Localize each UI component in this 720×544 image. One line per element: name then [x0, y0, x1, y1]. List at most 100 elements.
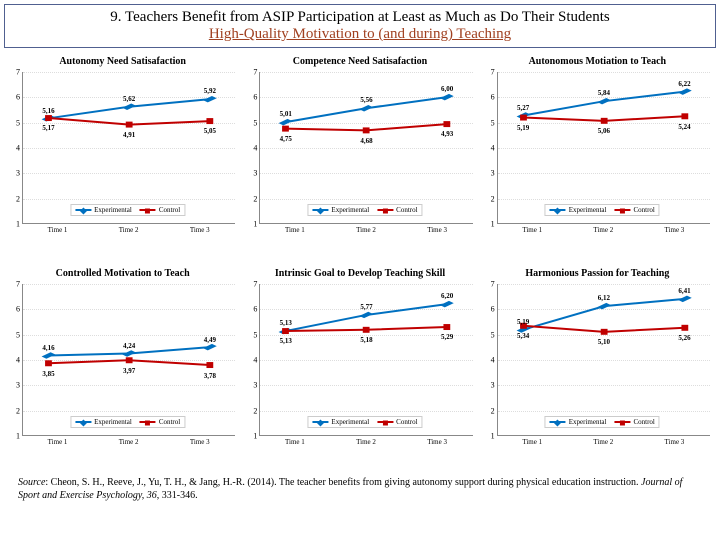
- y-tick: 2: [16, 406, 20, 415]
- legend-item-control: Control: [377, 206, 417, 214]
- chart-area: 12345675,275,846,225,195,065,24Time 1Tim…: [495, 72, 710, 240]
- y-tick: 5: [253, 118, 257, 127]
- y-tick: 5: [253, 330, 257, 339]
- legend-label: Control: [633, 206, 654, 214]
- x-axis: Time 1Time 2Time 3: [259, 438, 472, 452]
- y-axis: 1234567: [8, 72, 20, 224]
- y-tick: 6: [491, 93, 495, 102]
- x-tick: Time 3: [164, 226, 235, 240]
- y-tick: 1: [16, 220, 20, 229]
- y-tick: 3: [491, 381, 495, 390]
- experimental-line: [523, 92, 684, 116]
- x-axis: Time 1Time 2Time 3: [497, 226, 710, 240]
- legend-label: Experimental: [331, 206, 369, 214]
- source-lead: Source: [18, 477, 45, 488]
- legend-swatch: [140, 209, 156, 211]
- header-line-2: High-Quality Motivation to (and during) …: [13, 26, 707, 43]
- source-tail: , 331-346.: [157, 490, 198, 501]
- chart-area: 12345675,135,776,205,135,185,29Time 1Tim…: [257, 284, 472, 452]
- control-marker: [363, 327, 370, 333]
- y-tick: 7: [253, 68, 257, 77]
- y-tick: 4: [253, 356, 257, 365]
- plot-region: 5,135,776,205,135,185,29: [259, 284, 472, 436]
- legend-item-experimental: Experimental: [75, 418, 132, 426]
- y-tick: 5: [16, 330, 20, 339]
- chart-panel: Autonomy Need Satisafaction12345675,165,…: [6, 50, 239, 258]
- line-svg: [23, 284, 235, 435]
- y-tick: 3: [16, 381, 20, 390]
- y-tick: 7: [16, 280, 20, 289]
- y-tick: 5: [491, 118, 495, 127]
- y-tick: 4: [491, 356, 495, 365]
- legend-label: Control: [396, 418, 417, 426]
- legend-item-experimental: Experimental: [550, 418, 607, 426]
- legend-swatch: [377, 421, 393, 423]
- legend: ExperimentalControl: [70, 204, 185, 216]
- x-tick: Time 3: [402, 438, 473, 452]
- chart-panel: Harmonious Passion for Teaching12345675,…: [481, 262, 714, 470]
- control-marker: [600, 329, 607, 335]
- legend-item-control: Control: [140, 418, 180, 426]
- legend-label: Experimental: [569, 418, 607, 426]
- chart-panel: Controlled Motivation to Teach12345674,1…: [6, 262, 239, 470]
- legend-swatch: [550, 209, 566, 211]
- y-tick: 7: [16, 68, 20, 77]
- y-tick: 4: [16, 356, 20, 365]
- y-tick: 6: [253, 93, 257, 102]
- y-tick: 6: [253, 305, 257, 314]
- control-marker: [126, 122, 133, 128]
- legend: Experimental Control: [307, 416, 422, 428]
- y-tick: 7: [491, 280, 495, 289]
- y-tick: 6: [16, 93, 20, 102]
- y-tick: 5: [491, 330, 495, 339]
- panel-title: Autonomy Need Satisafaction: [6, 50, 239, 72]
- y-tick: 4: [253, 144, 257, 153]
- legend-swatch: [312, 209, 328, 211]
- legend-label: Experimental: [94, 418, 132, 426]
- line-svg: [260, 72, 472, 223]
- legend: Experimental Control: [307, 204, 422, 216]
- legend-item-experimental: Experimental: [550, 206, 607, 214]
- y-tick: 1: [491, 432, 495, 441]
- legend-label: Control: [633, 418, 654, 426]
- chart-grid: Autonomy Need Satisafaction12345675,165,…: [0, 50, 720, 470]
- legend-label: Control: [159, 418, 180, 426]
- x-tick: Time 2: [93, 438, 164, 452]
- control-marker: [520, 323, 527, 329]
- plot-region: 5,165,625,925,174,915,05: [22, 72, 235, 224]
- panel-title: Intrinsic Goal to Develop Teaching Skill: [243, 262, 476, 284]
- x-tick: Time 2: [330, 438, 401, 452]
- chart-panel: Intrinsic Goal to Develop Teaching Skill…: [243, 262, 476, 470]
- y-axis: 1234567: [245, 284, 257, 436]
- control-marker: [282, 126, 289, 132]
- y-tick: 3: [16, 169, 20, 178]
- legend: Experimental Control: [70, 416, 185, 428]
- x-tick: Time 1: [497, 438, 568, 452]
- y-axis: 1234567: [8, 284, 20, 436]
- x-tick: Time 2: [568, 438, 639, 452]
- line-svg: [498, 284, 710, 435]
- x-tick: Time 3: [639, 438, 710, 452]
- header-line-1: 9. Teachers Benefit from ASIP Participat…: [13, 9, 707, 26]
- plot-region: 4,164,244,493,853,973,78: [22, 284, 235, 436]
- line-svg: [260, 284, 472, 435]
- y-tick: 4: [16, 144, 20, 153]
- control-marker: [126, 357, 133, 363]
- line-svg: [23, 72, 235, 223]
- y-axis: 1234567: [483, 284, 495, 436]
- y-tick: 6: [491, 305, 495, 314]
- control-marker: [282, 328, 289, 334]
- control-marker: [444, 121, 451, 127]
- legend-label: Control: [396, 206, 417, 214]
- slide-header: 9. Teachers Benefit from ASIP Participat…: [4, 4, 716, 48]
- y-tick: 6: [16, 305, 20, 314]
- legend-swatch: [614, 209, 630, 211]
- source-citation: Source: Cheon, S. H., Reeve, J., Yu, T. …: [0, 470, 720, 502]
- y-tick: 1: [16, 432, 20, 441]
- chart-panel: Competence Need Satisafaction12345675,01…: [243, 50, 476, 258]
- x-tick: Time 1: [259, 226, 330, 240]
- legend-swatch: [614, 421, 630, 423]
- source-text: : Cheon, S. H., Reeve, J., Yu, T. H., & …: [45, 477, 641, 488]
- legend-label: Experimental: [331, 418, 369, 426]
- control-marker: [45, 360, 52, 366]
